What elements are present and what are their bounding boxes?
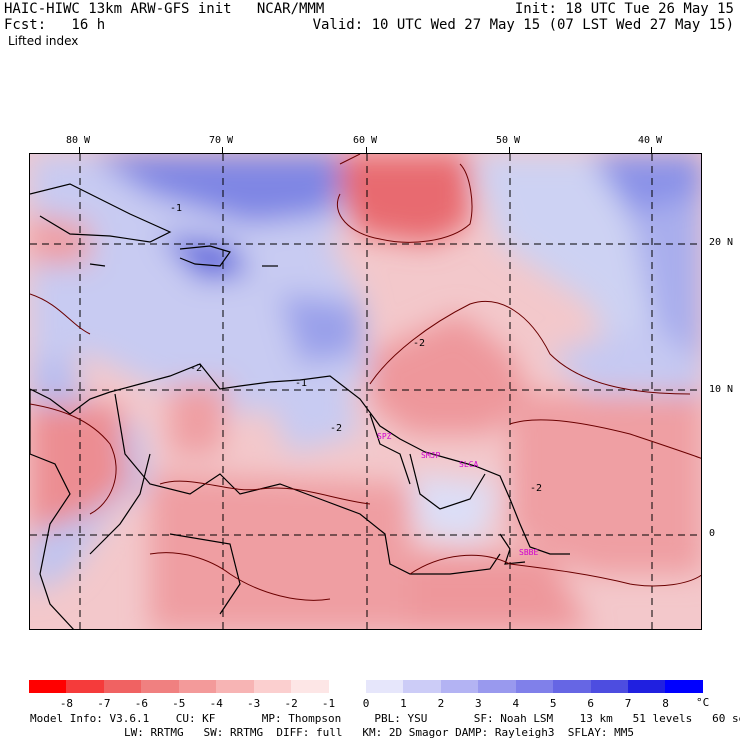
colorbar-unit: °C xyxy=(696,696,710,709)
grid-lines xyxy=(30,154,701,629)
contour-label: -2 xyxy=(330,423,343,434)
colorbar-swatch xyxy=(216,680,254,693)
colorbar-swatch xyxy=(365,680,404,693)
lon-label-70w: 70 W xyxy=(209,135,234,146)
lat-label-10n: 10 N xyxy=(709,384,734,395)
forecast-hour: Fcst: 16 h xyxy=(4,17,106,33)
colorbar-label: 1 xyxy=(400,697,407,710)
contour-label: -2 xyxy=(530,483,543,494)
colorbar-label: -5 xyxy=(172,697,186,710)
lat-label-20n: 20 N xyxy=(709,237,734,248)
model-info-line2: LW: RRTMG SW: RRTMG DIFF: full KM: 2D Sm… xyxy=(124,726,634,739)
colorbar-swatch xyxy=(178,680,217,693)
lon-tick xyxy=(366,147,367,153)
field-name: Lifted index xyxy=(8,34,79,48)
colorbar-label: 7 xyxy=(624,697,632,710)
model-title: HAIC-HIWC 13km ARW-GFS init NCAR/MMM xyxy=(4,1,325,17)
colorbar-swatch xyxy=(440,680,479,693)
lon-label-80w: 80 W xyxy=(66,135,91,146)
lon-tick xyxy=(79,147,80,153)
colorbar-swatch xyxy=(553,680,591,693)
lon-tick xyxy=(509,147,510,153)
colorbar-swatch xyxy=(291,680,329,693)
colorbar-swatch xyxy=(665,680,703,693)
contour-label: -2 xyxy=(190,363,203,374)
colorbar-label: -6 xyxy=(134,697,148,710)
colorbar-swatch xyxy=(515,680,554,693)
site-label-smjp: SMJP xyxy=(421,451,441,460)
colorbar-label: 6 xyxy=(587,697,594,710)
colorbar-swatch xyxy=(141,680,179,693)
colorbar-swatch xyxy=(478,680,516,693)
lon-label-60w: 60 W xyxy=(353,135,378,146)
coastlines xyxy=(30,183,570,629)
colorbar-label: 4 xyxy=(512,697,520,710)
site-label-slca: SLCA xyxy=(459,460,479,469)
colorbar-label: 8 xyxy=(662,697,669,710)
site-label-sbbe: SBBE xyxy=(519,548,539,557)
colorbar-label: -4 xyxy=(209,697,223,710)
model-info-line1: Model Info: V3.6.1 CU: KF MP: Thompson P… xyxy=(30,712,740,725)
lifted-index-map: -2 -2 -1 -1 -2 -2 SPZ SMJP SLCA SBBE xyxy=(29,153,702,630)
valid-time: Valid: 10 UTC Wed 27 May 15 (07 LST Wed … xyxy=(312,17,734,33)
colorbar-swatch xyxy=(253,680,292,693)
contour-lines xyxy=(30,154,701,601)
init-time: Init: 18 UTC Tue 26 May 15 xyxy=(514,1,734,17)
colorbar xyxy=(29,680,703,693)
site-label-spz: SPZ xyxy=(377,432,392,441)
lon-label-50w: 50 W xyxy=(496,135,521,146)
contour-label: -1 xyxy=(170,203,183,214)
lon-tick xyxy=(651,147,652,153)
colorbar-swatch xyxy=(590,680,628,693)
colorbar-label: -8 xyxy=(59,697,74,710)
lon-tick xyxy=(222,147,223,153)
colorbar-label: -7 xyxy=(97,697,111,710)
colorbar-label: 0 xyxy=(362,697,370,710)
contour-label: -2 xyxy=(413,338,426,349)
colorbar-swatch xyxy=(628,680,666,693)
map-canvas xyxy=(30,154,701,629)
colorbar-swatch xyxy=(403,680,441,693)
lat-label-equator: 0 xyxy=(709,528,716,539)
colorbar-swatch xyxy=(328,680,366,693)
colorbar-label: 3 xyxy=(475,697,482,710)
colorbar-label: 5 xyxy=(549,697,557,710)
colorbar-label: -3 xyxy=(247,697,261,710)
colorbar-label: -2 xyxy=(284,697,298,710)
colorbar-label: 2 xyxy=(437,697,445,710)
lon-label-40w: 40 W xyxy=(638,135,663,146)
contour-label: -1 xyxy=(295,378,308,389)
colorbar-swatch xyxy=(103,680,142,693)
colorbar-swatch xyxy=(66,680,104,693)
colorbar-swatch xyxy=(29,680,67,693)
colorbar-label: -1 xyxy=(321,697,336,710)
